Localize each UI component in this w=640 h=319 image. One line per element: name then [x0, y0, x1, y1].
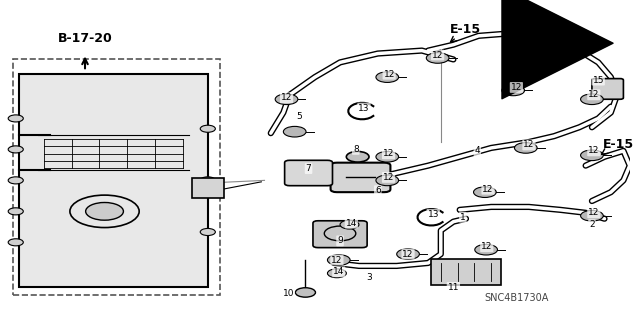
Text: 12: 12 [524, 140, 534, 150]
Text: 9: 9 [337, 236, 343, 245]
Text: 12: 12 [383, 173, 394, 182]
Text: 1: 1 [460, 213, 466, 222]
Circle shape [8, 239, 23, 246]
Circle shape [376, 72, 399, 82]
Text: 4: 4 [474, 146, 480, 155]
Text: 13: 13 [428, 210, 439, 219]
Text: 10: 10 [283, 289, 294, 299]
Text: 14: 14 [346, 219, 357, 228]
Text: 15: 15 [593, 76, 604, 85]
Text: 12: 12 [588, 90, 600, 99]
Circle shape [8, 146, 23, 153]
Circle shape [8, 208, 23, 215]
Text: E-15: E-15 [604, 138, 634, 151]
Circle shape [8, 177, 23, 184]
Circle shape [86, 203, 124, 220]
Text: E-15: E-15 [451, 23, 481, 36]
Circle shape [8, 115, 23, 122]
Circle shape [376, 152, 399, 162]
Circle shape [295, 288, 316, 297]
Circle shape [328, 269, 346, 278]
Circle shape [474, 187, 496, 197]
Text: 12: 12 [403, 249, 413, 259]
Text: 12: 12 [481, 242, 492, 251]
Text: 14: 14 [333, 267, 344, 276]
Circle shape [275, 94, 298, 105]
Text: 7: 7 [306, 164, 312, 173]
Circle shape [515, 143, 537, 153]
Circle shape [200, 125, 215, 132]
Text: SNC4B1730A: SNC4B1730A [484, 293, 548, 303]
FancyBboxPatch shape [431, 258, 500, 285]
Circle shape [328, 255, 350, 265]
Text: FR.: FR. [564, 38, 587, 51]
Circle shape [340, 220, 359, 229]
FancyBboxPatch shape [313, 221, 367, 248]
Text: 12: 12 [511, 83, 522, 92]
Text: 6: 6 [375, 186, 381, 195]
Text: 8: 8 [353, 145, 358, 154]
Text: 5: 5 [296, 113, 302, 122]
Circle shape [200, 177, 215, 184]
Circle shape [284, 126, 306, 137]
Text: 2: 2 [589, 220, 595, 229]
Text: 12: 12 [383, 149, 394, 158]
FancyBboxPatch shape [592, 78, 623, 99]
Text: 12: 12 [383, 70, 395, 79]
Circle shape [346, 152, 369, 162]
FancyBboxPatch shape [19, 74, 208, 286]
FancyBboxPatch shape [331, 163, 390, 192]
Circle shape [580, 211, 604, 221]
FancyBboxPatch shape [192, 178, 223, 198]
Text: 12: 12 [281, 93, 292, 102]
Circle shape [502, 85, 525, 96]
Circle shape [580, 94, 604, 105]
Circle shape [397, 249, 419, 259]
Text: B-17-20: B-17-20 [58, 32, 113, 45]
Circle shape [200, 228, 215, 235]
Text: 12: 12 [432, 50, 444, 60]
Text: 13: 13 [358, 104, 370, 113]
Text: 3: 3 [367, 273, 372, 282]
Circle shape [426, 53, 449, 63]
Text: 11: 11 [447, 283, 459, 292]
Circle shape [580, 150, 604, 160]
Circle shape [376, 175, 399, 186]
Circle shape [475, 244, 497, 255]
FancyBboxPatch shape [285, 160, 333, 186]
Text: 12: 12 [588, 146, 600, 155]
Text: 12: 12 [483, 185, 493, 194]
Text: 12: 12 [588, 208, 600, 217]
Text: 12: 12 [332, 256, 342, 264]
